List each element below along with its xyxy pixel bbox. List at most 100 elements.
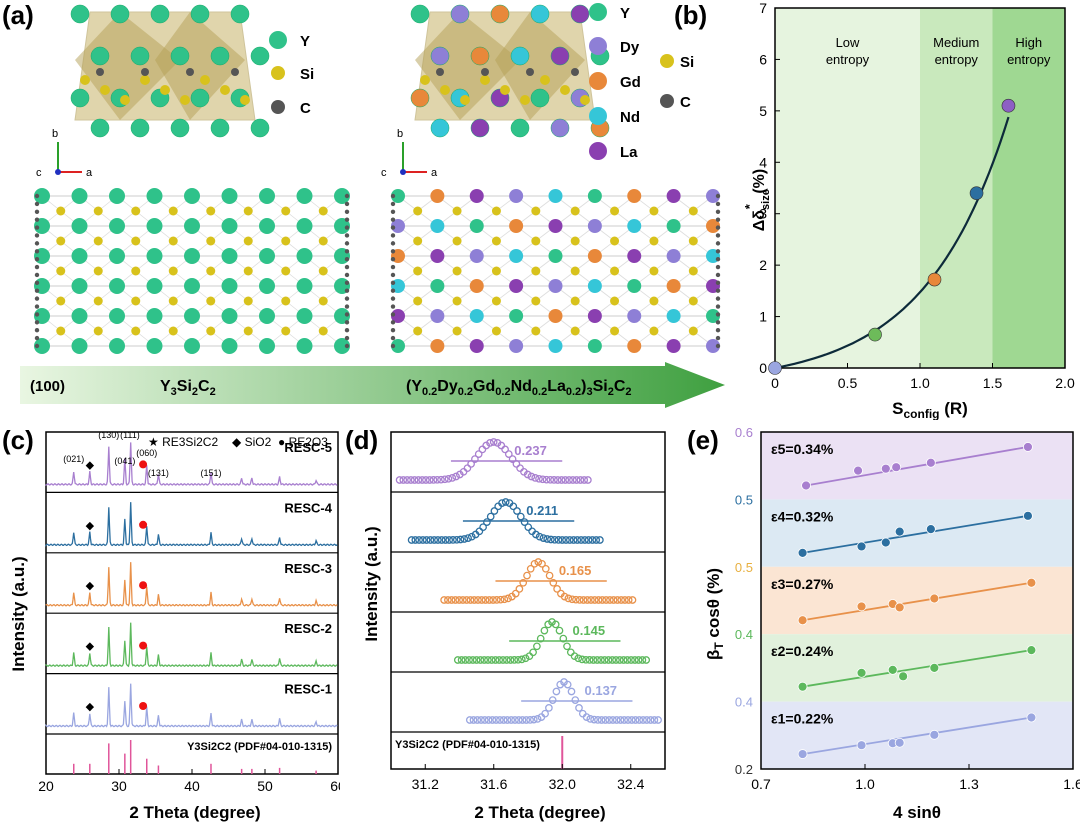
- si-atom: [649, 296, 659, 306]
- c-atom: [34, 335, 40, 341]
- data-point: [534, 558, 543, 566]
- data-point: [560, 592, 569, 601]
- si-atom: [131, 266, 141, 276]
- data-point: [590, 715, 598, 724]
- hkl-label: (130): [98, 430, 119, 440]
- data-point: [605, 716, 614, 724]
- rare-earth-atom: [430, 249, 445, 263]
- fit-line: [805, 446, 1029, 487]
- c-atom: [186, 68, 194, 76]
- rare-earth-atom: [334, 308, 350, 324]
- data-point: [496, 595, 505, 604]
- series-label: RESC-1: [284, 682, 332, 697]
- si-atom: [531, 296, 541, 306]
- c-atom: [34, 304, 40, 309]
- data-point: [797, 547, 808, 558]
- x-tick-label: 0: [771, 375, 779, 391]
- data-point: [654, 716, 662, 724]
- data-point: [612, 716, 621, 724]
- data-point: [894, 602, 905, 613]
- si-atom: [610, 296, 620, 306]
- si-atom: [318, 326, 328, 336]
- data-point: [615, 656, 624, 664]
- rare-earth-atom: [530, 88, 550, 108]
- data-point: [499, 656, 507, 664]
- xrd-pattern: [45, 622, 338, 668]
- c-atom: [34, 201, 40, 207]
- data-point: [579, 596, 588, 604]
- data-point: [517, 655, 526, 664]
- rare-earth-atom: [548, 339, 563, 353]
- rare-earth-atom: [430, 189, 445, 203]
- data-point: [569, 536, 578, 544]
- si-atom: [452, 296, 462, 306]
- c-atom: [34, 193, 40, 199]
- c-atom: [34, 312, 40, 317]
- rare-earth-atom: [666, 219, 681, 233]
- x-tick-label: 32.0: [549, 776, 576, 792]
- rare-earth-atom: [90, 118, 110, 138]
- c-atom: [390, 288, 396, 293]
- rare-earth-atom: [627, 189, 642, 203]
- rare-earth-atom: [71, 308, 88, 324]
- fwhm-label: 0.237: [514, 443, 547, 458]
- data-point: [623, 656, 632, 664]
- panel-d-chart: 0.237 0.211 0.165 0.145 0.137 Y3Si2C2 (PDF#04…: [362, 431, 666, 822]
- data-point: [414, 476, 423, 484]
- data-point: [590, 596, 599, 604]
- legend-gd-marker: [589, 72, 607, 90]
- c-atom: [34, 320, 40, 325]
- data-point: [453, 656, 462, 664]
- c-atom: [344, 264, 350, 270]
- re2o3-marker: [139, 460, 148, 469]
- data-point: [1026, 577, 1037, 588]
- data-point: [1026, 645, 1037, 656]
- data-point: [631, 656, 639, 664]
- data-point: [613, 596, 622, 604]
- rare-earth-atom: [450, 4, 470, 24]
- data-point: [597, 656, 605, 664]
- x-tick-label: 20: [38, 778, 54, 794]
- data-point: [486, 512, 495, 521]
- panel-b-ylabel: Δδsize* (%): [742, 169, 772, 231]
- data-point: [596, 536, 604, 544]
- rare-earth-atom: [334, 338, 350, 354]
- data-point: [601, 716, 610, 724]
- data-point: [555, 626, 564, 635]
- data-point: [545, 571, 554, 580]
- data-point: [584, 536, 593, 544]
- data-point: [612, 656, 620, 664]
- c-atom: [344, 225, 350, 230]
- xrd-pattern: [45, 502, 338, 548]
- c-atom: [34, 296, 40, 301]
- si-atom: [570, 266, 580, 276]
- legend-nd-marker: [589, 107, 607, 125]
- axis-c2-label: c: [381, 167, 387, 179]
- reference-label: Y3Si2C2 (PDF#04-010-1315): [395, 739, 540, 751]
- rare-earth-atom: [296, 248, 313, 264]
- rare-earth-atom: [548, 249, 563, 263]
- series-label: RESC-3: [284, 561, 332, 576]
- region-label-line2: entropy: [826, 52, 870, 67]
- data-point: [853, 465, 863, 476]
- rare-earth-atom: [71, 218, 88, 234]
- rare-earth-atom: [34, 308, 50, 324]
- panel-e-xlabel: 4 sinθ: [893, 803, 941, 822]
- data-point: [554, 536, 563, 544]
- data-point: [538, 475, 547, 484]
- data-point: [456, 535, 465, 544]
- entropy-region: [992, 8, 1065, 368]
- data-point: [418, 476, 427, 484]
- high-entropy-lattice-100: [390, 189, 721, 353]
- data-point: [506, 656, 515, 664]
- data-point: [576, 476, 585, 484]
- si-atom: [180, 95, 190, 105]
- data-point: [646, 716, 655, 724]
- rare-earth-atom: [184, 248, 200, 264]
- rare-earth-atom: [627, 339, 642, 353]
- hkl-label: (060): [136, 448, 157, 458]
- si-atom: [491, 326, 501, 336]
- data-point: [628, 596, 637, 604]
- c-atom: [34, 288, 40, 293]
- axis-b-label: b: [52, 128, 58, 140]
